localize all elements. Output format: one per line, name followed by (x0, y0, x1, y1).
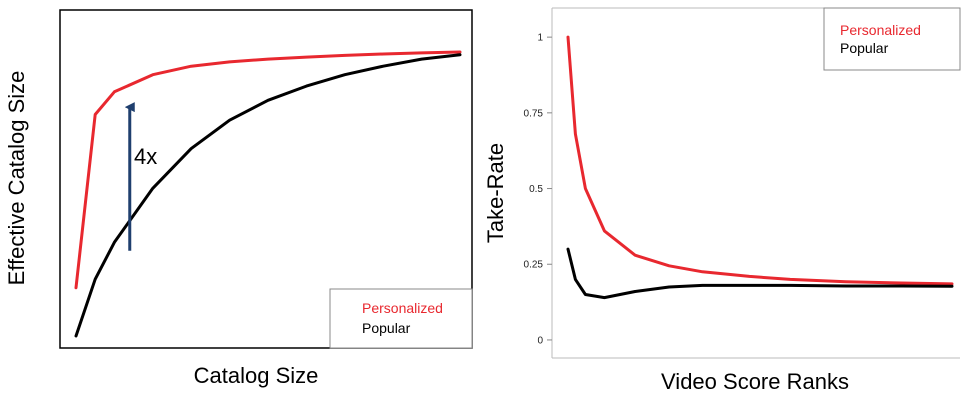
right-legend-box (823, 7, 961, 71)
right-chart: 0 0.25 0.5 0.75 1 Take-Rate Video Score Rank… (483, 7, 961, 394)
left-legend-personalized: Personalized (362, 300, 443, 316)
right-series-line-0 (566, 35, 954, 286)
left-annotation-label: 4x (134, 144, 157, 169)
left-x-axis-label: Catalog Size (194, 363, 319, 388)
right-y-ticks: 0 0.25 0.5 0.75 1 (524, 33, 552, 346)
right-y-tick-label: 1 (537, 33, 543, 44)
right-series-group (566, 35, 954, 300)
left-series-line-1 (74, 53, 462, 338)
right-y-tick-label: 0.75 (524, 108, 544, 119)
left-legend-popular: Popular (362, 320, 411, 336)
right-x-axis-label: Video Score Ranks (661, 369, 849, 394)
right-y-tick-label: 0 (537, 335, 543, 346)
left-series-line-0 (74, 50, 462, 290)
right-series-line-1 (566, 247, 954, 300)
right-y-tick-label: 0.25 (524, 260, 544, 271)
left-plot-frame (59, 9, 473, 349)
right-legend: Personalized Popular (823, 7, 961, 71)
left-legend: Personalized Popular (329, 288, 473, 349)
right-y-axis-label: Take-Rate (483, 143, 508, 243)
right-legend-popular: Popular (840, 40, 889, 56)
left-legend-box (329, 288, 473, 349)
left-y-axis-label: Effective Catalog Size (4, 71, 29, 286)
right-y-tick-label: 0.5 (529, 184, 543, 195)
left-chart: 4x Effective Catalog Size Catalog Size P… (4, 9, 473, 388)
right-legend-personalized: Personalized (840, 22, 921, 38)
left-series-group (74, 50, 462, 338)
